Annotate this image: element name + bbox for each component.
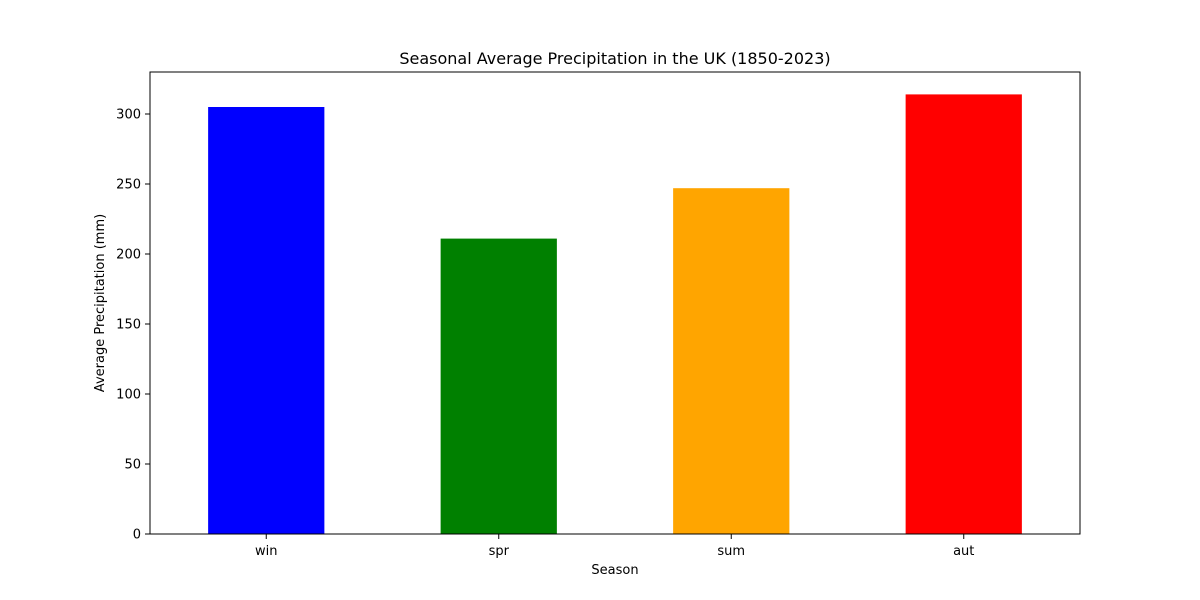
bar-aut [905,94,1022,535]
y-tick-label: 300 [116,108,141,123]
x-axis: win spr sum aut [255,534,974,559]
bar-spr [440,238,557,534]
bar-sum [673,188,790,534]
y-tick-label: 200 [116,248,141,263]
y-tick-label: 100 [116,388,141,403]
y-tick-label: 250 [116,178,141,193]
x-axis-label: Season [591,563,638,578]
plot-frame [149,71,1081,535]
x-tick-label-win: win [255,544,277,559]
x-tick-label-spr: spr [489,544,510,559]
bar-win [208,107,325,534]
chart-title: Seasonal Average Precipitation in the UK… [399,49,830,68]
y-tick-label: 50 [124,458,141,473]
y-tick-label: 150 [116,318,141,333]
bars-group [208,94,1022,535]
y-axis: 0 50 100 150 200 250 300 [116,108,150,543]
x-tick-label-sum: sum [717,544,745,559]
y-tick-label: 0 [133,528,141,543]
y-axis-label: Average Precipitation (mm) [93,214,108,392]
x-tick-label-aut: aut [953,544,974,559]
